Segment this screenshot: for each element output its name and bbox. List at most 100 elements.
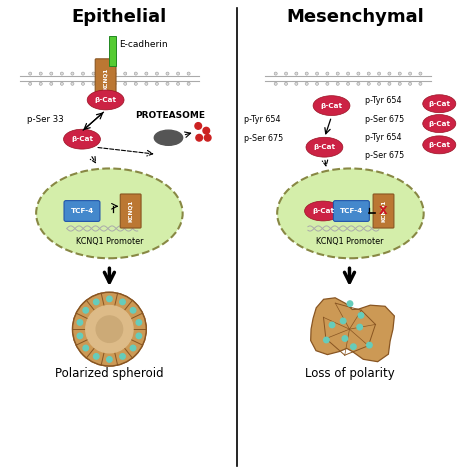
Circle shape <box>195 123 201 129</box>
Circle shape <box>388 82 391 85</box>
Circle shape <box>367 342 372 348</box>
Text: PROTEASOME: PROTEASOME <box>136 110 205 119</box>
Text: TCF-4: TCF-4 <box>71 208 93 214</box>
Circle shape <box>357 72 360 75</box>
Circle shape <box>166 82 169 85</box>
Text: KCNQ1 Promoter: KCNQ1 Promoter <box>76 237 143 246</box>
Circle shape <box>145 82 148 85</box>
Circle shape <box>187 82 190 85</box>
Circle shape <box>92 72 95 75</box>
Text: KCNQ1: KCNQ1 <box>103 67 108 90</box>
Circle shape <box>71 72 74 75</box>
Ellipse shape <box>277 168 424 258</box>
Circle shape <box>28 72 32 75</box>
Circle shape <box>73 293 146 365</box>
Circle shape <box>378 72 381 75</box>
Circle shape <box>409 72 411 75</box>
Text: Mesenchymal: Mesenchymal <box>286 8 424 26</box>
Circle shape <box>357 324 363 330</box>
Circle shape <box>419 72 422 75</box>
Circle shape <box>358 313 364 318</box>
Circle shape <box>398 82 401 85</box>
Circle shape <box>113 72 116 75</box>
Circle shape <box>176 82 180 85</box>
Text: p-Ser 33: p-Ser 33 <box>27 115 64 124</box>
Circle shape <box>295 72 298 75</box>
Circle shape <box>134 82 137 85</box>
Circle shape <box>155 72 158 75</box>
Circle shape <box>326 82 329 85</box>
Circle shape <box>203 128 210 134</box>
Circle shape <box>145 72 148 75</box>
Text: β-Cat: β-Cat <box>320 102 343 109</box>
Text: p-Tyr 654: p-Tyr 654 <box>244 115 281 124</box>
Ellipse shape <box>305 201 341 221</box>
FancyBboxPatch shape <box>95 59 116 99</box>
FancyBboxPatch shape <box>109 36 116 66</box>
Circle shape <box>351 344 356 349</box>
Text: β-Cat: β-Cat <box>312 208 334 214</box>
Circle shape <box>187 72 190 75</box>
Circle shape <box>28 82 32 85</box>
Circle shape <box>102 82 106 85</box>
Circle shape <box>357 82 360 85</box>
Circle shape <box>196 135 202 141</box>
Ellipse shape <box>155 130 182 146</box>
Circle shape <box>136 333 142 338</box>
Text: p-Tyr 654: p-Tyr 654 <box>365 133 401 142</box>
Circle shape <box>120 354 125 359</box>
Text: KCNQ1 Promoter: KCNQ1 Promoter <box>316 237 383 246</box>
Circle shape <box>136 319 142 325</box>
Circle shape <box>73 292 146 366</box>
Circle shape <box>346 72 350 75</box>
Circle shape <box>346 82 350 85</box>
Text: β-Cat: β-Cat <box>313 144 336 150</box>
FancyBboxPatch shape <box>120 194 141 228</box>
Circle shape <box>92 82 95 85</box>
Circle shape <box>82 82 84 85</box>
Circle shape <box>83 308 89 313</box>
Circle shape <box>342 336 347 341</box>
Ellipse shape <box>306 137 343 157</box>
FancyBboxPatch shape <box>64 201 100 221</box>
Circle shape <box>324 337 329 343</box>
Circle shape <box>347 301 353 306</box>
Circle shape <box>93 299 99 305</box>
Ellipse shape <box>87 90 124 110</box>
Circle shape <box>398 72 401 75</box>
Text: Polarized spheroid: Polarized spheroid <box>55 366 164 380</box>
Circle shape <box>102 72 106 75</box>
Circle shape <box>204 135 211 141</box>
Circle shape <box>50 82 53 85</box>
Ellipse shape <box>423 136 456 154</box>
Circle shape <box>316 72 319 75</box>
Text: Loss of polarity: Loss of polarity <box>305 366 394 380</box>
Circle shape <box>82 72 84 75</box>
Circle shape <box>130 345 136 351</box>
Circle shape <box>155 82 158 85</box>
Circle shape <box>107 296 112 301</box>
Circle shape <box>176 72 180 75</box>
Ellipse shape <box>36 168 182 258</box>
Circle shape <box>120 299 125 305</box>
Text: p-Ser 675: p-Ser 675 <box>244 134 283 143</box>
Polygon shape <box>310 298 394 362</box>
Circle shape <box>77 319 82 325</box>
Circle shape <box>284 82 288 85</box>
Text: Epithelial: Epithelial <box>71 8 166 26</box>
Circle shape <box>340 318 346 324</box>
Text: β-Cat: β-Cat <box>71 136 93 142</box>
Text: β-Cat: β-Cat <box>428 100 450 107</box>
Circle shape <box>124 72 127 75</box>
Circle shape <box>367 82 370 85</box>
Circle shape <box>50 72 53 75</box>
Ellipse shape <box>313 96 350 116</box>
Circle shape <box>409 82 411 85</box>
Text: β-Cat: β-Cat <box>428 142 450 148</box>
Circle shape <box>295 82 298 85</box>
Text: β-Cat: β-Cat <box>428 120 450 127</box>
FancyBboxPatch shape <box>333 201 369 221</box>
Circle shape <box>39 72 42 75</box>
Ellipse shape <box>423 95 456 113</box>
Circle shape <box>134 72 137 75</box>
